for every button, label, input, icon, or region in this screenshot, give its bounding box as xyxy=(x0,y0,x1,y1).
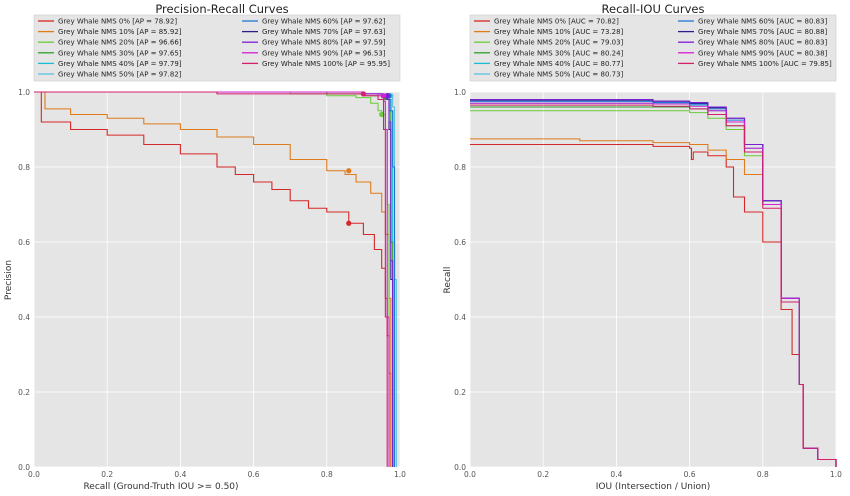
x-tick-label: 0.8 xyxy=(757,470,769,479)
legend-entry: Grey Whale NMS 90% [AUC = 80.38] xyxy=(698,49,828,57)
series-line xyxy=(470,104,837,467)
legend-entry: Grey Whale NMS 100% [AP = 95.95] xyxy=(262,60,390,68)
y-tick-label: 0.4 xyxy=(454,313,466,322)
x-tick-label: 0.0 xyxy=(464,470,476,479)
y-tick-label: 0.8 xyxy=(454,163,466,172)
legend-box xyxy=(33,14,401,82)
legend-entry: Grey Whale NMS 80% [AUC = 80.83] xyxy=(698,39,828,47)
legend-entry: Grey Whale NMS 50% [AP = 97.82] xyxy=(58,71,182,79)
x-tick-label: 0.2 xyxy=(101,470,113,479)
x-axis-label: IOU (Intersection / Union) xyxy=(596,482,711,492)
y-tick-label: 0.2 xyxy=(454,388,466,397)
legend-entry: Grey Whale NMS 20% [AUC = 79.03] xyxy=(494,39,624,47)
plot-area xyxy=(34,92,400,467)
y-tick-label: 0.6 xyxy=(454,238,466,247)
chart-recall-iou: 0.0 0.2 0.4 0.6 0.8 1.0 0.0 0.2 0.4 0.6 0.8 1.0 Reca… xyxy=(443,2,842,492)
chart-title: Recall-IOU Curves xyxy=(602,2,705,16)
y-tick-label: 1.0 xyxy=(18,88,30,97)
series-line xyxy=(34,91,392,467)
legend-entry: Grey Whale NMS 80% [AP = 97.59] xyxy=(262,39,386,47)
legend-entry: Grey Whale NMS 100% [AUC = 79.85] xyxy=(698,60,832,68)
series-marker xyxy=(346,168,352,174)
series-line xyxy=(34,91,388,467)
legend-entry: Grey Whale NMS 40% [AUC = 80.77] xyxy=(494,60,624,68)
series-marker xyxy=(346,220,352,226)
legend-entry: Grey Whale NMS 70% [AP = 97.63] xyxy=(262,28,386,36)
y-axis-label: Precision xyxy=(4,260,14,300)
y-tick-label: 0.8 xyxy=(18,163,30,172)
legend-entry: Grey Whale NMS 60% [AP = 97.62] xyxy=(262,18,386,26)
y-tick-label: 0.0 xyxy=(454,463,466,472)
x-tick-label: 0.8 xyxy=(321,470,333,479)
x-axis-label: Recall (Ground-Truth IOU >= 0.50) xyxy=(83,482,238,492)
y-tick-label: 0.2 xyxy=(18,388,30,397)
chart-title: Precision-Recall Curves xyxy=(155,2,288,16)
x-tick-label: 0.2 xyxy=(537,470,549,479)
x-tick-label: 1.0 xyxy=(394,470,406,479)
legend-entry: Grey Whale NMS 20% [AP = 96.66] xyxy=(58,39,182,47)
legend-entry: Grey Whale NMS 60% [AUC = 80.83] xyxy=(698,18,828,26)
series-marker xyxy=(380,93,387,99)
legend-box xyxy=(469,14,837,82)
legend-entry: Grey Whale NMS 70% [AUC = 80.88] xyxy=(698,28,828,36)
legend-entry: Grey Whale NMS 30% [AUC = 80.24] xyxy=(494,49,624,57)
legend-entry: Grey Whale NMS 0% [AUC = 70.82] xyxy=(494,18,619,26)
x-tick-label: 0.4 xyxy=(610,470,622,479)
legend-entry: Grey Whale NMS 90% [AP = 96.53] xyxy=(262,49,386,57)
legend-entry: Grey Whale NMS 30% [AP = 97.65] xyxy=(58,49,182,57)
legend-entry: Grey Whale NMS 50% [AUC = 80.73] xyxy=(494,71,624,79)
y-tick-label: 0.0 xyxy=(18,463,30,472)
series-marker xyxy=(360,91,366,97)
chart-precision-recall: 0.0 0.2 0.4 0.6 0.8 1.0 0.0 0.2 0.4 0.6 0.8 1.0 Prec… xyxy=(4,2,406,492)
legend-entry: Grey Whale NMS 40% [AP = 97.79] xyxy=(58,60,182,68)
y-axis-label: Recall xyxy=(443,267,453,294)
legend-entry: Grey Whale NMS 10% [AP = 85.92] xyxy=(58,28,182,36)
y-tick-label: 0.4 xyxy=(18,313,30,322)
x-tick-label: 0.4 xyxy=(174,470,186,479)
x-tick-label: 0.6 xyxy=(248,470,260,479)
x-tick-label: 0.0 xyxy=(28,470,40,479)
x-tick-label: 1.0 xyxy=(830,470,842,479)
x-tick-label: 0.6 xyxy=(684,470,696,479)
plot-area xyxy=(470,92,836,467)
legend-entry: Grey Whale NMS 0% [AP = 78.92] xyxy=(58,18,177,26)
series-marker xyxy=(384,93,390,99)
y-tick-label: 1.0 xyxy=(454,88,466,97)
y-tick-label: 0.6 xyxy=(18,238,30,247)
legend-entry: Grey Whale NMS 10% [AUC = 73.28] xyxy=(494,28,624,36)
